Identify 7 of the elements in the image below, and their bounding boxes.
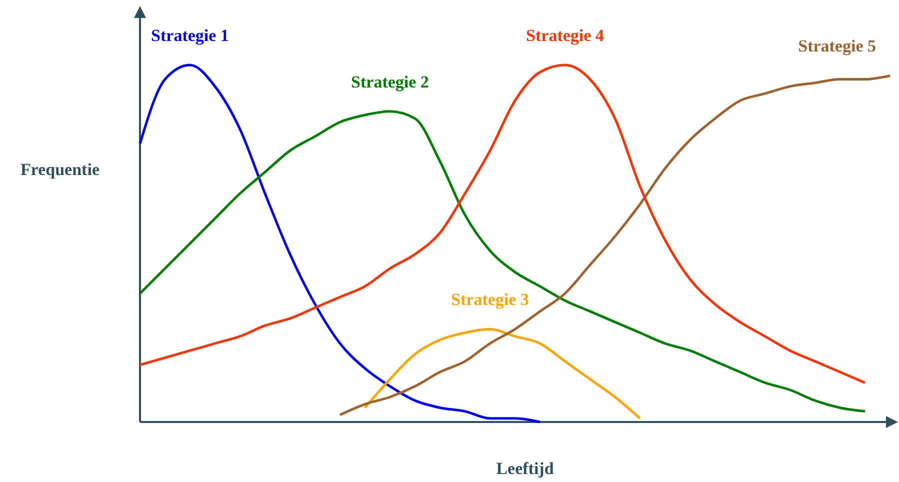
series-label: Strategie 2 <box>351 72 429 92</box>
series-label: Strategie 3 <box>451 290 529 310</box>
series-label: Strategie 1 <box>151 26 229 45</box>
y-axis-title: Frequentie <box>20 160 100 179</box>
series-label: Strategie 4 <box>526 26 604 45</box>
series-label: Strategie 5 <box>798 36 876 56</box>
x-axis-title: Leeftijd <box>496 459 554 478</box>
